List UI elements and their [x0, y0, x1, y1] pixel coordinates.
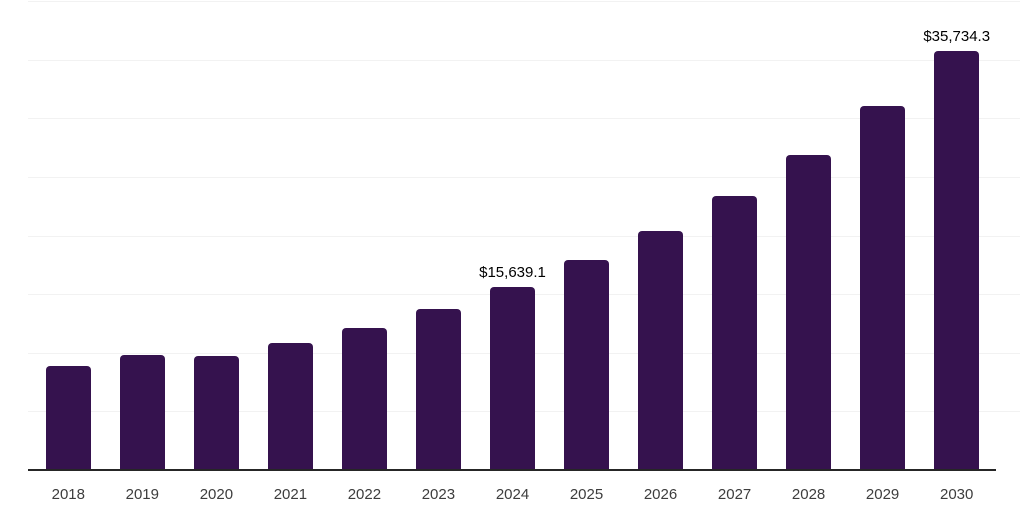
x-tick-label-2024: 2024	[495, 486, 530, 503]
bar-2030	[934, 51, 980, 470]
gridline-40000	[28, 1, 1020, 3]
x-tick-label-2025: 2025	[569, 486, 604, 503]
x-axis-line	[28, 469, 996, 471]
gridline-20000	[28, 235, 1020, 237]
x-tick-label-2030: 2030	[940, 486, 974, 503]
bar-2022	[341, 328, 387, 470]
bar-2029	[860, 105, 906, 470]
bar-2028	[786, 154, 832, 470]
bar-2019	[119, 355, 165, 470]
x-tick-label-2026: 2026	[643, 486, 678, 503]
bar-2026	[638, 230, 683, 470]
gridline-30000	[28, 118, 1020, 120]
data-label-2030: $35,734.3	[923, 28, 991, 46]
x-tick-label-2023: 2023	[421, 486, 456, 503]
x-tick-label-2022: 2022	[347, 486, 382, 503]
x-tick-label-2020: 2020	[199, 486, 234, 503]
x-tick-label-2028: 2028	[791, 486, 826, 503]
bar-2024	[490, 286, 535, 470]
bar-2021	[267, 342, 313, 470]
bar-2027	[712, 195, 758, 470]
x-tick-label-2019: 2019	[125, 486, 159, 503]
data-label-2024: $15,639.1	[479, 263, 546, 281]
bar-2025	[564, 260, 609, 470]
x-tick-label-2021: 2021	[273, 486, 308, 503]
x-tick-label-2027: 2027	[717, 486, 752, 503]
gridline-35000	[28, 59, 1020, 61]
gridline-25000	[28, 177, 1020, 178]
bar-2018	[45, 365, 91, 470]
bar-2023	[415, 308, 461, 470]
bar-2020	[193, 355, 239, 470]
x-tick-label-2029: 2029	[865, 486, 900, 503]
x-tick-label-2018: 2018	[51, 486, 85, 503]
